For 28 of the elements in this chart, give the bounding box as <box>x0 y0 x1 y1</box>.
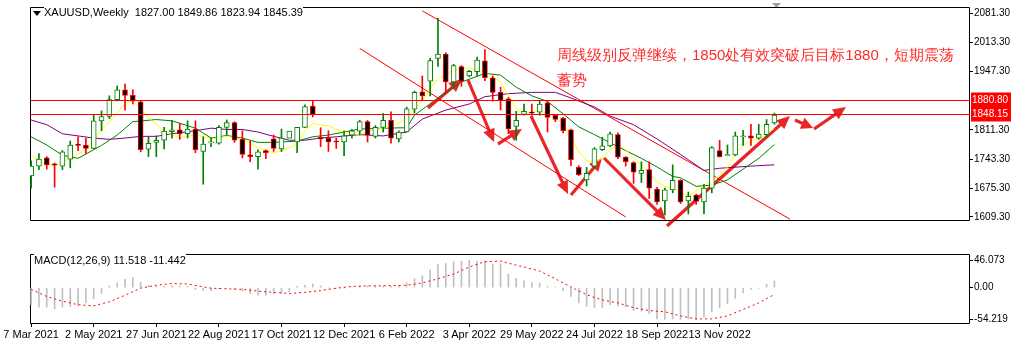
x-tick-label: 29 May 2022 <box>500 327 564 340</box>
x-tick-label: 17 Oct 2021 <box>251 327 312 340</box>
x-tick-label: 3 Apr 2022 <box>442 327 496 340</box>
x-tick-label: 2 May 2021 <box>64 327 123 340</box>
y-tick-label: 1743.30 <box>974 152 1011 164</box>
chart-title: XAUUSD,Weekly <box>44 6 129 18</box>
ref-line-label: 1848.15 <box>972 108 1009 120</box>
y-tick-label: 0.00 <box>974 281 994 293</box>
x-tick-label: 22 Aug 2021 <box>188 327 250 340</box>
y-tick-label: 1947.30 <box>974 64 1011 76</box>
y-tick-label: 2081.30 <box>974 7 1011 19</box>
x-tick-label: 27 Jun 2021 <box>126 327 187 340</box>
y-tick-label: -54.219 <box>974 313 1009 325</box>
x-tick-label: 6 Feb 2022 <box>378 327 435 340</box>
y-tick-label: 2013.30 <box>974 36 1011 48</box>
x-tick-label: 24 Jul 2022 <box>566 327 623 340</box>
y-tick-label: 1811.30 <box>974 123 1010 135</box>
y-tick-label: 1609.30 <box>974 210 1011 222</box>
y-tick-label: 46.073 <box>974 254 1006 266</box>
chart-subtitle: 1827.00 1849.86 1823.94 1845.39 <box>134 6 303 18</box>
x-tick-label: 13 Nov 2022 <box>688 327 751 340</box>
y-tick-label: 1675.30 <box>974 182 1011 194</box>
x-tick-label: 12 Dec 2021 <box>312 327 376 340</box>
x-tick-label: 18 Sep 2022 <box>625 327 689 340</box>
chart-title: MACD(12,26,9) 11.518 -11.442 <box>34 254 186 266</box>
annotation: 周线级别反弹继续，1850处有效突破后目标1880，短期震荡蓄势 <box>557 45 955 90</box>
x-tick-label: 7 Mar 2021 <box>3 327 59 340</box>
ref-line-label: 1880.80 <box>972 94 1009 106</box>
